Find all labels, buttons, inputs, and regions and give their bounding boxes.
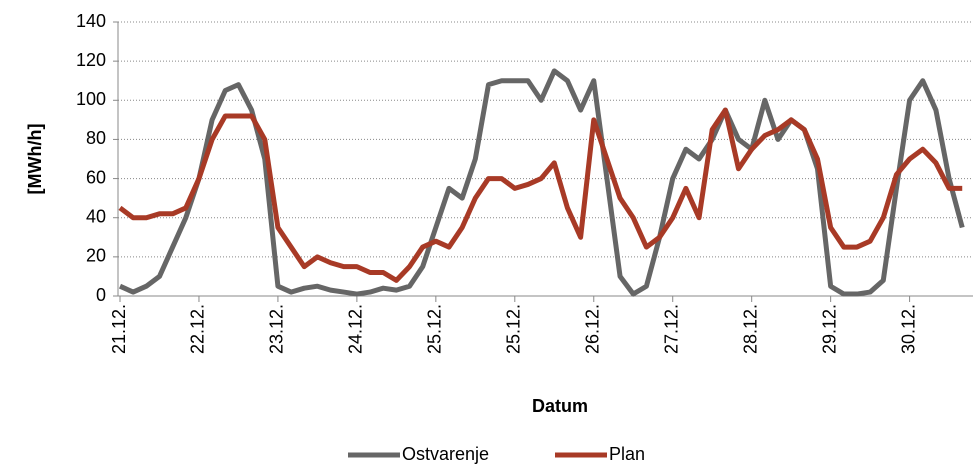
legend-label: Ostvarenje	[402, 444, 489, 464]
y-tick-label: 0	[96, 285, 106, 305]
y-tick-label: 80	[86, 128, 106, 148]
y-tick-label: 40	[86, 206, 106, 226]
y-tick-label: 120	[76, 50, 106, 70]
x-tick-label: 23.12.	[267, 304, 287, 354]
y-tick-label: 60	[86, 167, 106, 187]
x-tick-label: 27.12.	[661, 304, 681, 354]
y-tick-label: 100	[76, 89, 106, 109]
x-tick-label: 24.12.	[346, 304, 366, 354]
x-tick-label: 25.12.	[504, 304, 524, 354]
y-tick-label: 140	[76, 11, 106, 31]
x-tick-label: 30.12.	[898, 304, 918, 354]
legend-label: Plan	[609, 444, 645, 464]
series-line	[118, 107, 963, 283]
x-axis-label: Datum	[532, 396, 588, 416]
x-tick-label: 26.12.	[583, 304, 603, 354]
x-tick-label: 22.12.	[188, 304, 208, 354]
series-line	[118, 68, 965, 297]
x-tick-label: 21.12.	[109, 304, 129, 354]
y-axis-label: [MWh/h]	[25, 124, 45, 195]
x-tick-label: 25.12.	[425, 304, 445, 354]
y-tick-label: 20	[86, 246, 106, 266]
x-tick-label: 28.12.	[740, 304, 760, 354]
x-tick-label: 29.12.	[819, 304, 839, 354]
